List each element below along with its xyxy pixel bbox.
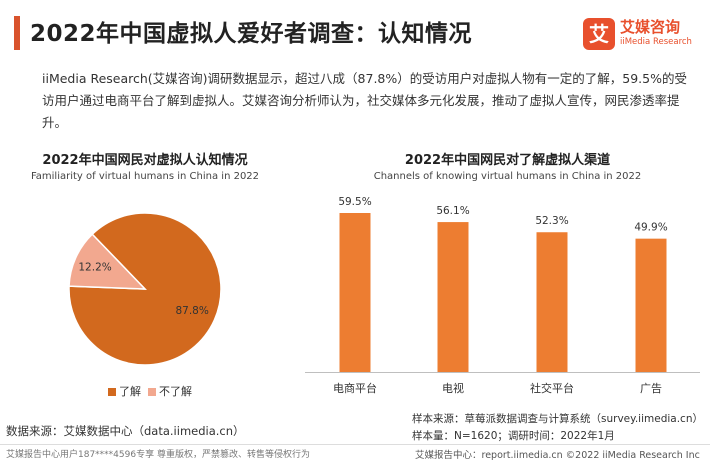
bar-value-label-2: 52.3%: [535, 215, 568, 227]
footer-copyright-notice: 艾媒报告中心用户187****4596专享 尊重版权，严禁篡改、转售等侵权行为: [6, 450, 310, 460]
page-title: 2022年中国虚拟人爱好者调查：认知情况: [30, 21, 473, 47]
logo-name-cn: 艾媒咨询: [620, 18, 681, 36]
bar-value-label-1: 56.1%: [436, 205, 469, 217]
pie-slice-1: [68, 233, 147, 290]
bar-value-label-3: 49.9%: [634, 222, 667, 234]
bar-3: [635, 238, 667, 372]
pie-slice-label-1: 12.2%: [78, 262, 111, 274]
pie-slice-label-0: 87.8%: [175, 305, 208, 317]
pie-legend-item-1: 不了解: [148, 383, 192, 399]
legend-label-1: 不了解: [159, 385, 192, 398]
bar-0: [339, 213, 371, 372]
footer-divider: [0, 444, 710, 445]
intro-paragraph: iiMedia Research(艾媒咨询)调研数据显示，超过八成（87.8%）…: [42, 71, 687, 130]
sample-source: 样本来源：草莓派数据调查与计算系统（survey.iimedia.cn）: [412, 413, 703, 425]
sample-size: 样本量：N=1620；调研时间：2022年1月: [412, 430, 615, 442]
logo-mark: 艾: [583, 18, 615, 50]
pie-legend-item-0: 了解: [108, 383, 141, 399]
bar-chart-subtitle: Channels of knowing virtual humans in Ch…: [373, 171, 642, 182]
bar-category-label-3: 广告: [640, 382, 662, 395]
legend-swatch-0: [108, 388, 116, 396]
pie-chart-title: 2022年中国网民对虚拟人认知情况: [42, 153, 248, 168]
data-source: 数据来源：艾媒数据中心（data.iimedia.cn）: [6, 424, 245, 438]
iimedia-logo: 艾 艾媒咨询 iiMedia Research: [583, 16, 703, 54]
bar-category-label-0: 电商平台: [333, 381, 377, 395]
footer-report-link: 艾媒报告中心：report.iimedia.cn ©2022 iiMedia R…: [415, 450, 700, 461]
bar-value-label-0: 59.5%: [338, 196, 371, 208]
bar-1: [437, 222, 469, 372]
logo-name-en: iiMedia Research: [620, 37, 692, 47]
bar-category-label-1: 电视: [442, 381, 464, 395]
bar-category-label-2: 社交平台: [530, 381, 574, 395]
bar-chart-title: 2022年中国网民对了解虚拟人渠道: [404, 153, 611, 168]
legend-label-0: 了解: [119, 385, 141, 398]
legend-swatch-1: [148, 388, 156, 396]
title-accent-bar: [14, 16, 20, 50]
pie-chart-subtitle: Familiarity of virtual humans in China i…: [30, 171, 260, 182]
bar-2: [536, 232, 568, 372]
